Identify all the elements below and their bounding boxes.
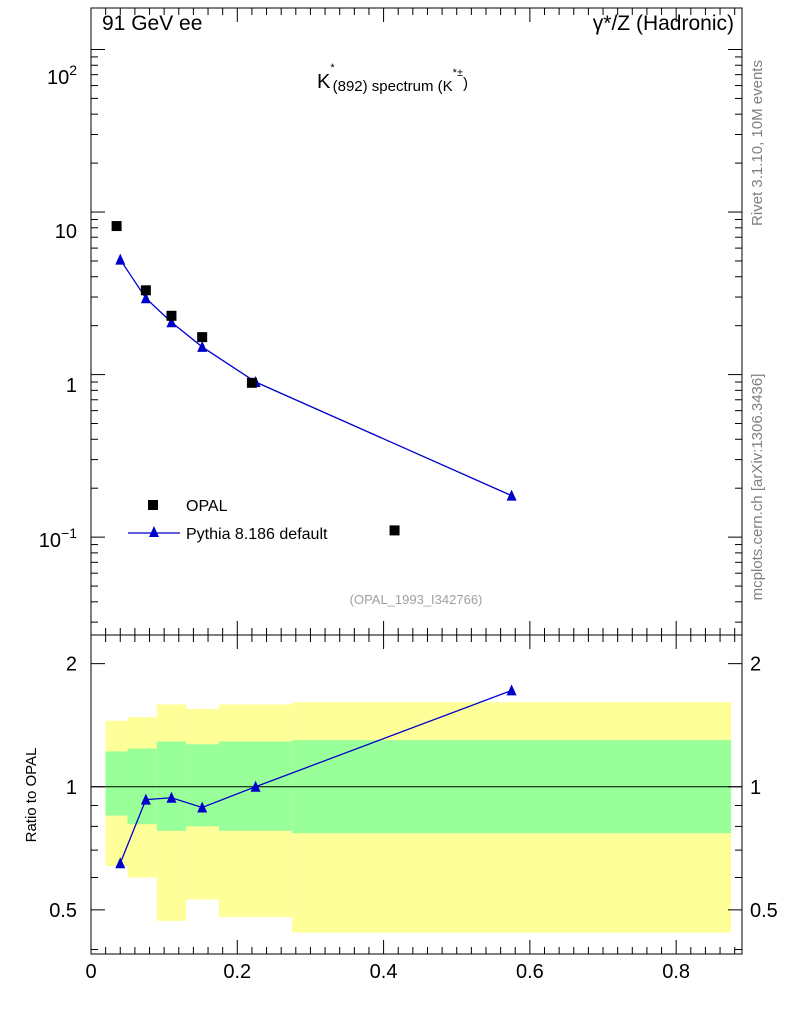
- analysis-tag: (OPAL_1993_I342766): [350, 592, 483, 607]
- pythia-line: [119, 259, 512, 497]
- pythia-point: [115, 253, 126, 265]
- x-tick-label: 0.6: [516, 961, 544, 983]
- x-tick-label: 0.4: [370, 961, 398, 983]
- ratio-ylabel: Ratio to OPAL: [23, 748, 40, 843]
- ratio-y-tick-label-right: 2: [750, 654, 761, 676]
- lower-tick-labels: 0.5 0.5 1 1 2 2 0 0.2 0.4 0.6 0.8: [49, 654, 778, 983]
- ratio-point: [506, 684, 517, 696]
- opal-point: [111, 221, 122, 232]
- lower-frame: [90, 634, 743, 955]
- legend-pythia-marker: [149, 526, 159, 537]
- ratio-line: [119, 689, 512, 864]
- ratio-y-tick-label: 0.5: [49, 900, 77, 922]
- lower-axis-ticks: [90, 635, 742, 954]
- green-band: [156, 741, 187, 831]
- green-band: [105, 751, 128, 816]
- ratio-point: [250, 780, 261, 792]
- pythia-point: [140, 292, 151, 304]
- pythia-series: [115, 253, 517, 501]
- legend-pythia-label: Pythia 8.186 default: [186, 526, 328, 543]
- header-left: 91 GeV ee: [102, 12, 202, 35]
- opal-point: [166, 310, 177, 321]
- ratio-point: [140, 793, 151, 805]
- y-tick-label: 10: [55, 221, 77, 243]
- upper-axis-ticks: [90, 8, 742, 635]
- ratio-y-tick-label: 1: [66, 777, 77, 799]
- ratio-y-tick-label-right: 1: [750, 777, 761, 799]
- x-tick-label: 0.2: [223, 961, 251, 983]
- legend-opal-label: OPAL: [186, 498, 228, 515]
- upper-y-tick-labels: 10−1 1 10 102: [39, 62, 77, 552]
- ratio-point: [115, 857, 126, 869]
- uncertainty-bands: [105, 702, 732, 933]
- upper-panel: 10−1 1 10 102 K* (892) spectrum (K*±) (OP…: [39, 7, 743, 636]
- ratio-y-tick-label-right: 0.5: [750, 900, 778, 922]
- y-tick-label: 1: [66, 375, 77, 397]
- plot-title: K* (892) spectrum (K*±): [317, 62, 468, 95]
- green-band: [186, 744, 220, 827]
- rivet-label: Rivet 3.1.10, 10M events: [749, 60, 766, 226]
- opal-point: [140, 285, 151, 296]
- header-right: γ*/Z (Hadronic): [593, 12, 734, 35]
- y-tick-label: 10−1: [39, 525, 77, 552]
- ratio-series: [115, 684, 517, 869]
- opal-point: [389, 525, 400, 536]
- pythia-point: [166, 316, 177, 328]
- x-tick-label: 0: [85, 961, 96, 983]
- ratio-panel: 0.5 0.5 1 1 2 2 0 0.2 0.4 0.6 0.8 Ratio to OPAL: [23, 634, 778, 983]
- ratio-point: [166, 791, 177, 803]
- opal-point: [197, 332, 208, 343]
- ratio-y-tick-label: 2: [66, 654, 77, 676]
- pythia-point: [506, 489, 517, 501]
- y-tick-label: 102: [47, 62, 77, 89]
- ratio-point: [197, 801, 208, 813]
- opal-series: [111, 221, 400, 536]
- opal-point: [246, 377, 257, 388]
- mcplots-label: mcplots.cern.ch [arXiv:1306.3436]: [749, 374, 766, 601]
- pythia-point: [197, 340, 208, 352]
- legend-opal-marker: [148, 500, 158, 510]
- legend: OPAL Pythia 8.186 default: [128, 498, 328, 543]
- x-tick-label: 0.8: [662, 961, 690, 983]
